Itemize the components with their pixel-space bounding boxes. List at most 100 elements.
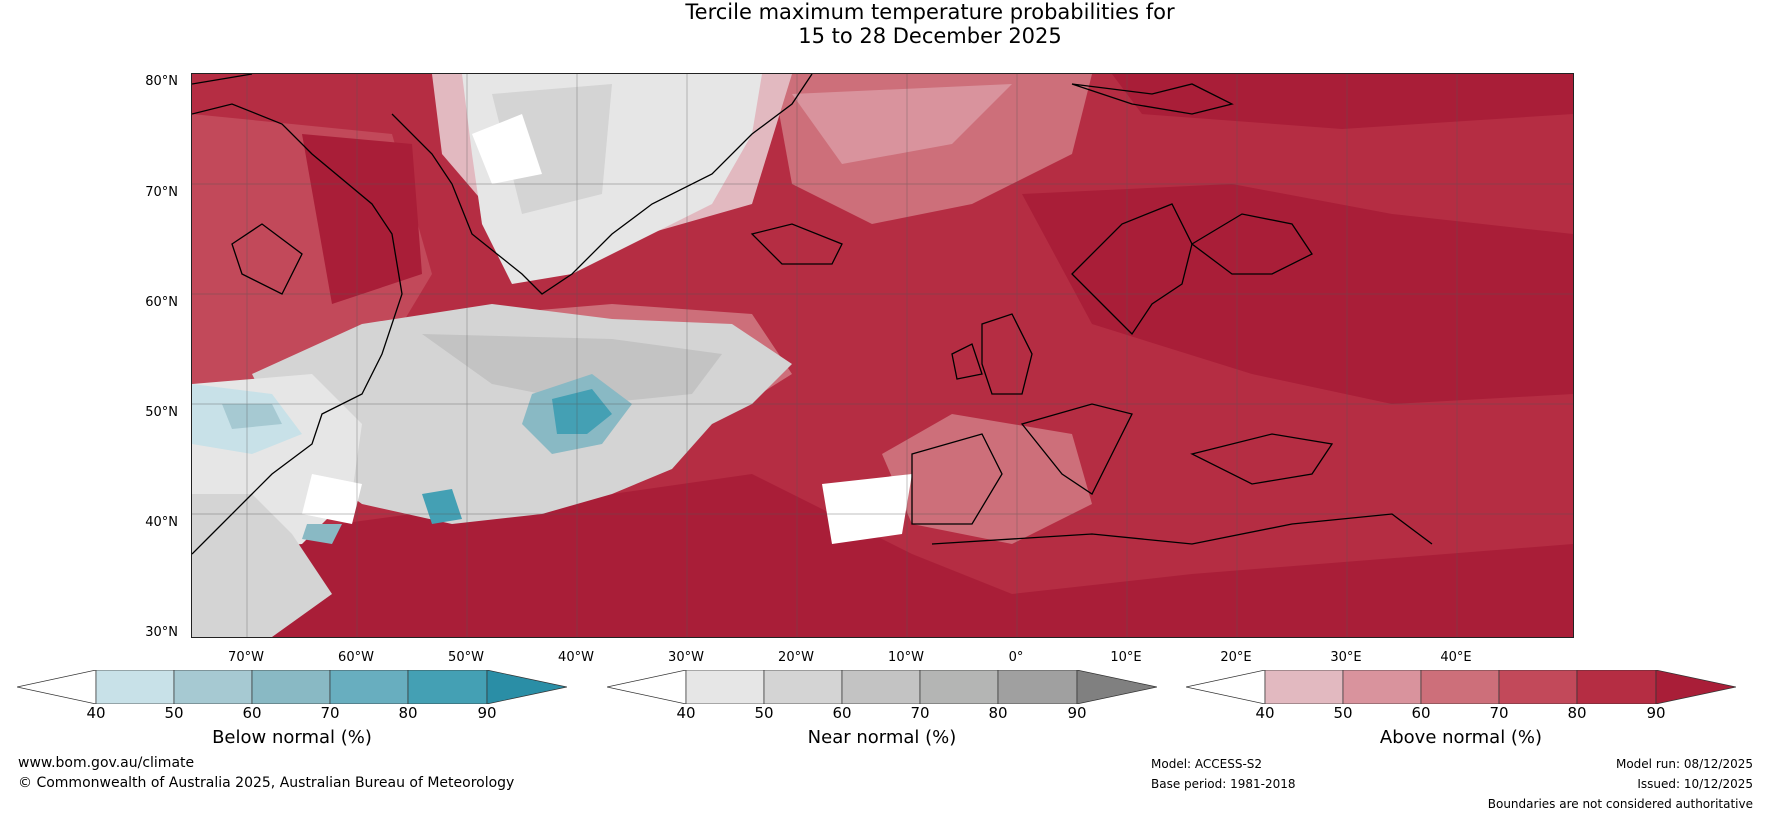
- above-tick-50: 50: [1333, 704, 1353, 722]
- near-tick-90: 90: [1067, 704, 1087, 722]
- cbar-near-seg-6: [1076, 669, 1158, 705]
- lat-label-40n: 40°N: [145, 515, 178, 530]
- map-svg: [192, 74, 1573, 637]
- coast-ireland: [951, 343, 983, 380]
- lon-label-40e: 40°E: [1440, 650, 1472, 665]
- above-tick-70: 70: [1489, 704, 1509, 722]
- below-tick-70: 70: [320, 704, 340, 722]
- cbar-below-seg-2: [173, 669, 253, 705]
- cbar-below-seg-0: [16, 669, 97, 705]
- coastlines: [192, 74, 1433, 555]
- cbar-below-seg-3: [251, 669, 331, 705]
- colorbar-near-svg: [606, 669, 1158, 705]
- below-40-us-a: [302, 474, 362, 524]
- title-line-2: 15 to 28 December 2025: [798, 24, 1062, 48]
- below-normal-canada-core: [222, 404, 282, 429]
- lon-label-0: 0°: [1008, 650, 1024, 665]
- probability-map: [191, 73, 1574, 638]
- lat-label-30n: 30°N: [145, 625, 178, 640]
- below-tick-80: 80: [398, 704, 418, 722]
- coast-north-africa: [931, 513, 1433, 545]
- lat-label-60n: 60°N: [145, 295, 178, 310]
- colorbar-above-title: Above normal (%): [1379, 727, 1543, 748]
- below-normal-atlantic-core: [552, 389, 612, 434]
- copyright: © Commonwealth of Australia 2025, Austra…: [18, 775, 515, 791]
- coast-iberia: [911, 433, 1003, 525]
- cbar-above-seg-6: [1655, 669, 1737, 705]
- below-tick-90: 90: [477, 704, 497, 722]
- lon-label-10w: 10°W: [888, 650, 924, 665]
- below-tick-40: 40: [86, 704, 106, 722]
- cbar-below-seg-6: [486, 669, 568, 705]
- lon-label-70w: 70°W: [228, 650, 264, 665]
- lon-label-60w: 60°W: [338, 650, 374, 665]
- coast-finland: [1190, 213, 1313, 275]
- cbar-above-seg-5: [1576, 669, 1657, 705]
- cbar-above-seg-2: [1342, 669, 1422, 705]
- above-tick-80: 80: [1567, 704, 1587, 722]
- model-name: Model: ACCESS-S2: [1151, 757, 1263, 771]
- near-tick-70: 70: [910, 704, 930, 722]
- near-tick-50: 50: [754, 704, 774, 722]
- cbar-above-seg-3: [1420, 669, 1500, 705]
- above-normal-90-baffin: [302, 134, 422, 304]
- above-tick-40: 40: [1255, 704, 1275, 722]
- above-normal-50-north: [792, 84, 1012, 164]
- coast-black-sea: [1190, 433, 1334, 485]
- coast-greenland-east: [391, 74, 813, 295]
- above-normal-90-arctic: [1112, 74, 1573, 129]
- coast-uk: [981, 313, 1033, 395]
- below-tick-50: 50: [164, 704, 184, 722]
- colorbar-below-svg: [16, 669, 568, 705]
- near-normal-atlantic-core: [422, 334, 722, 404]
- coast-france-italy: [1020, 403, 1133, 495]
- colorbar-near-title: Near normal (%): [807, 727, 957, 748]
- cbar-above-seg-0: [1185, 669, 1266, 705]
- cbar-near-seg-3: [841, 669, 921, 705]
- graticule: [192, 74, 1573, 637]
- coast-svalbard: [1071, 83, 1234, 115]
- near-tick-80: 80: [988, 704, 1008, 722]
- title-line-1: Tercile maximum temperature probabilitie…: [685, 0, 1175, 24]
- chart-title: Tercile maximum temperature probabilitie…: [0, 0, 1770, 48]
- cbar-below-seg-1: [95, 669, 175, 705]
- colorbar-above: [1185, 669, 1737, 705]
- lon-label-30e: 30°E: [1330, 650, 1362, 665]
- below-40-greenland-a: [472, 114, 542, 184]
- above-normal-90-south: [192, 474, 1573, 637]
- lon-label-10e: 10°E: [1110, 650, 1142, 665]
- cbar-near-seg-1: [685, 669, 765, 705]
- cbar-near-seg-2: [763, 669, 843, 705]
- coast-baffin: [231, 223, 303, 295]
- coast-north-america: [192, 74, 403, 555]
- near-normal-us-east: [192, 494, 332, 637]
- lon-label-40w: 40°W: [558, 650, 594, 665]
- lat-label-80n: 80°N: [145, 74, 178, 89]
- cbar-near-seg-0: [606, 669, 687, 705]
- colorbar-near: [606, 669, 1158, 705]
- lon-label-50w: 50°W: [448, 650, 484, 665]
- above-tick-90: 90: [1646, 704, 1666, 722]
- lon-label-20w: 20°W: [778, 650, 814, 665]
- colorbar-below: [16, 669, 568, 705]
- lat-label-50n: 50°N: [145, 405, 178, 420]
- below-tick-60: 60: [242, 704, 262, 722]
- lon-label-30w: 30°W: [668, 650, 704, 665]
- colorbar-above-svg: [1185, 669, 1737, 705]
- boundaries-disclaimer: Boundaries are not considered authoritat…: [1487, 797, 1753, 811]
- lon-label-20e: 20°E: [1220, 650, 1252, 665]
- issued-date: Issued: 10/12/2025: [1637, 777, 1753, 791]
- near-tick-60: 60: [832, 704, 852, 722]
- base-period: Base period: 1981-2018: [1151, 777, 1296, 791]
- below-normal-gulfstream: [422, 489, 462, 524]
- cbar-near-seg-4: [919, 669, 999, 705]
- lat-label-70n: 70°N: [145, 185, 178, 200]
- below-40-morocco: [822, 474, 912, 544]
- website-link[interactable]: www.bom.gov.au/climate: [18, 755, 195, 771]
- colorbar-below-title: Below normal (%): [212, 727, 372, 748]
- cbar-above-seg-4: [1498, 669, 1578, 705]
- near-tick-40: 40: [676, 704, 696, 722]
- model-run: Model run: 08/12/2025: [1615, 757, 1753, 771]
- cbar-below-seg-5: [407, 669, 488, 705]
- coast-iceland: [750, 223, 843, 265]
